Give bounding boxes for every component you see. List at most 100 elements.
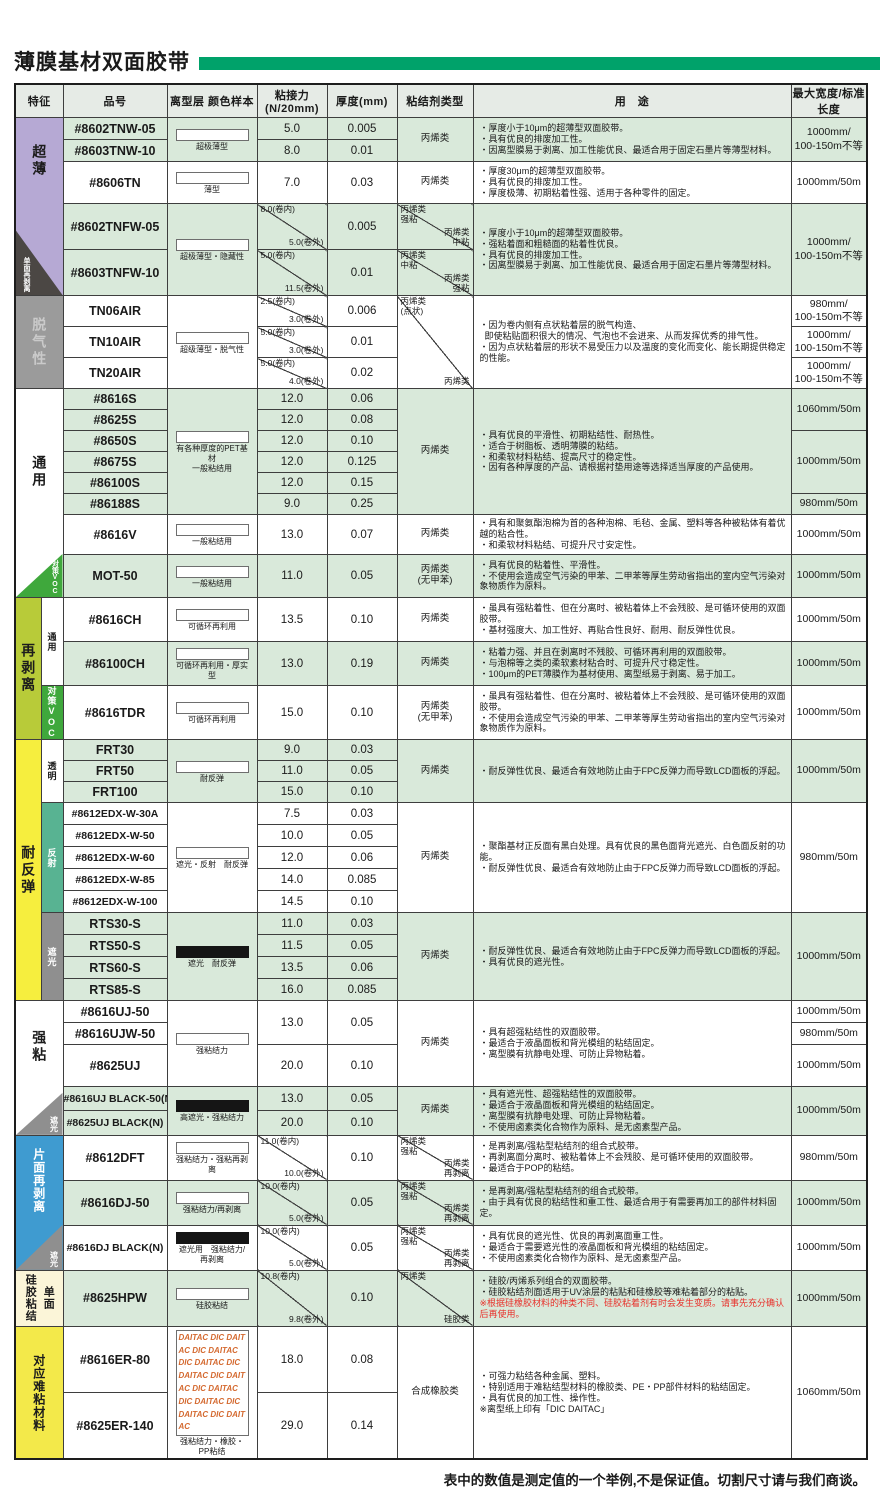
cell-adhesive-type: 丙烯类 中粘 丙烯类 强粘 xyxy=(396,249,474,296)
row-8602TNFW-05: #8602TNFW-05 超极薄型・隐藏性 8.0(卷内) 5.0(卷外) 0.005 丙… xyxy=(15,203,868,296)
diagonal-value-outer: 丙烯类 再剥离 xyxy=(443,1203,470,1224)
usage-line: ・粘着力强、并且在剥离时不残胶、可循环再利用的双面胶带。 xyxy=(479,647,732,658)
cell-max-width: 1000mm/ 100-150m不等 xyxy=(790,357,868,389)
cell-max-width: 980mm/ 100-150m不等 xyxy=(790,295,868,327)
cell-product-code: #8625ER-140 xyxy=(62,1392,168,1460)
cell-value: 13.0 xyxy=(256,514,328,555)
cell-value: 12.0 xyxy=(256,409,328,431)
usage-line: ・适合于树脂板、透明薄膜的粘结。 xyxy=(479,440,624,451)
swatch-caption: 超级薄型・脱气性 xyxy=(180,344,244,354)
feature-label: 硅胶粘结 xyxy=(24,1274,37,1323)
cell-product-code: TN06AIR xyxy=(62,295,168,327)
cell-release-layer-sample: 超极薄型 xyxy=(166,117,258,162)
cell-value: 0.05 xyxy=(326,1085,398,1112)
cell-release-layer-sample: 强粘结力 xyxy=(166,1000,258,1087)
swatch-wrap: DAITAC DIC DAITAC DIC DAITAC DIC DAITAC … xyxy=(168,1327,256,1458)
diagonal-value-inner: 10.8(卷内) xyxy=(260,1270,300,1281)
usage-line: ・具有优良的排废加工性。 xyxy=(479,134,588,145)
swatch-wrap: 可循环再利用・厚实型 xyxy=(168,645,256,682)
swatch-caption: 遮光 耐反弹 xyxy=(188,959,236,968)
cell-max-width: 1000mm/50m xyxy=(790,739,868,803)
cell-usage: ・虽具有强粘着性、但在分离时、被粘着体上不会残胶、是可循环使用的双面胶带。 ・不使… xyxy=(472,685,792,740)
usage-line: ・厚度30μm的超薄型双面胶带。 xyxy=(479,166,611,177)
cell-product-code: #8675S xyxy=(62,451,168,473)
cell-value: 0.10 xyxy=(326,781,398,803)
diagonal-value-outer: 丙烯类 xyxy=(443,376,470,387)
feature-sub-text: 对策VOC xyxy=(46,686,57,739)
cell-usage: ・硅胶/丙烯系列组合的双面胶带。 ・硅胶粘结剂面适用于UV涂层的粘贴和硅橡胶等难粘… xyxy=(472,1269,792,1327)
cell-value: 10.8(卷内) 9.8(卷外) xyxy=(256,1269,328,1327)
diagonal-value-outer: 丙烯类 再剥离 xyxy=(443,1248,470,1269)
swatch-caption: 超极薄型 xyxy=(196,142,228,151)
cell-usage: ・具有优良的平滑性、初期粘结性、耐热性。 ・适合于树脂板、透明薄膜的粘结。 ・和柔软… xyxy=(472,388,792,515)
cell-value: 0.05 xyxy=(326,760,398,782)
cell-value: 0.01 xyxy=(326,139,398,162)
color-swatch xyxy=(175,239,249,251)
row-86188S: #86188S 9.0 0.25 980mm/50m xyxy=(15,493,868,515)
usage-line: ・厚度极薄、初期粘着性强、适用于各种零件的固定。 xyxy=(479,187,696,198)
diagonal-value-outer: 丙烯类 强粘 xyxy=(443,273,470,294)
feature-overlay-label: 单面再剥离 xyxy=(23,257,30,292)
feature-sidebar: 超薄 单面再剥离 xyxy=(14,117,64,296)
cell-value: 0.10 xyxy=(326,430,398,452)
feature-sub-label: 通用 xyxy=(40,597,64,686)
row-8616DJBLACKN: #8616DJ BLACK(N) 遮光用 强粘结力/再剥离 10.0(卷内) 5.0(… xyxy=(15,1224,868,1271)
row-8616UJBLACK-50N: #8616UJ BLACK-50(N) 高遮光・强粘结力 13.0 0.05 丙烯类 ・具… xyxy=(15,1085,868,1136)
usage-line: ・耐反弹性优良、最适合有效地防止由于FPC反弹力而导致LCD面板的浮起。 xyxy=(479,765,786,776)
cell-value: 11.0 xyxy=(256,912,328,935)
cell-release-layer-sample: 强粘结力・强粘再剥离 xyxy=(166,1134,258,1181)
cell-value: 13.0 xyxy=(256,641,328,686)
cell-max-width: 1000mm/50m xyxy=(790,641,868,686)
cell-product-code: #8616TDR xyxy=(62,685,168,740)
row-RTS30-S: 遮光 RTS30-S 遮光 耐反弹 11.0 0.03 丙烯类 ・耐反弹性优良、最适合有效地… xyxy=(15,912,868,1001)
feature-label: 脱气性 xyxy=(31,316,48,368)
swatch-caption: 一般粘结用 xyxy=(192,537,232,546)
swatch-wrap: 强粘结力・强粘再剥离 xyxy=(168,1139,256,1176)
cell-value: 14.5 xyxy=(256,890,328,913)
feature-label-area: 对应难粘材料 xyxy=(16,1327,62,1458)
usage-line: ・具有超强粘结性的双面胶带。 xyxy=(479,1027,606,1038)
feature-label: 通用 xyxy=(31,454,48,489)
color-swatch xyxy=(175,431,249,443)
usage-line: ・基材强度大、加工性好、再贴合性良好、耐用、耐反弹性优良。 xyxy=(479,624,741,635)
cell-product-code: #8612EDX-W-60 xyxy=(62,846,168,869)
cell-product-code: #8616UJ BLACK-50(N) xyxy=(62,1085,168,1112)
cell-adhesive-type: 丙烯类 xyxy=(396,641,474,686)
cell-adhesive-type: 丙烯类硅胶类 xyxy=(396,1269,474,1327)
color-swatch xyxy=(175,1232,249,1245)
cell-max-width: 1000mm/ 100-150m不等 xyxy=(790,117,868,162)
cell-value: 0.06 xyxy=(326,388,398,410)
row-8612EDX-W-100: #8612EDX-W-100 14.5 0.10 xyxy=(15,890,867,913)
row-8616DJ-50: #8616DJ-50 强粘结力/再剥离 10.0(卷内) 5.0(卷外) 0.05 丙烯类… xyxy=(15,1179,868,1226)
diagonal-value-inner: 10.0(卷内) xyxy=(260,1180,300,1191)
cell-product-code: FRT100 xyxy=(62,781,168,803)
cell-max-width: 1000mm/50m xyxy=(790,1044,868,1087)
cell-adhesive-type: 丙烯类 (无甲苯) xyxy=(396,685,474,740)
cell-max-width: 1000mm/50m xyxy=(790,514,868,555)
cell-max-width: 1000mm/ 100-150m不等 xyxy=(790,326,868,358)
cell-product-code: #8650S xyxy=(62,430,168,452)
cell-product-code: #8625HPW xyxy=(62,1269,168,1327)
diagonal-value-outer: 硅胶类 xyxy=(443,1314,470,1325)
cell-product-code: #8603TNW-10 xyxy=(62,139,168,162)
cell-usage: ・具有优良的粘着性、平滑性。 ・不使用会造成空气污染的甲苯、二甲苯等厚生劳动省指出… xyxy=(472,554,792,598)
cell-usage: ・厚度30μm的超薄型双面胶带。 ・具有优良的排废加工性。 ・厚度极薄、初期粘着性强… xyxy=(472,161,792,204)
cell-product-code: #8616DJ-50 xyxy=(62,1179,168,1226)
cell-product-code: #8616CH xyxy=(62,597,168,642)
cell-value: 10.0(卷内) 5.0(卷外) xyxy=(256,1224,328,1271)
diagonal-value-inner: 丙烯类 xyxy=(400,1270,427,1281)
swatch-wrap: 强粘结力 xyxy=(168,1030,256,1057)
cell-product-code: #86100CH xyxy=(62,641,168,686)
usage-line: ・因为卷内侧有点状粘着层的脱气构造、 xyxy=(479,320,642,331)
row-TN06AIR: 脱气性 TN06AIR 超级薄型・脱气性 2.5(卷内) 3.0(卷外) 0.006 丙烯类… xyxy=(14,295,868,389)
cell-value: 0.02 xyxy=(326,357,398,389)
cell-product-code: #8612EDX-W-50 xyxy=(62,824,168,847)
cell-release-layer-sample: 耐反弹 xyxy=(166,739,258,803)
feature-label: 再剥离 xyxy=(20,643,37,694)
usage-line: ・硅胶/丙烯系列组合的双面胶带。 xyxy=(479,1276,618,1287)
swatch-wrap: 高遮光・强粘结力 xyxy=(168,1097,256,1124)
color-swatch xyxy=(175,702,249,714)
row-8606TN: #8606TN 薄型 7.0 0.03 丙烯类 ・厚度30μm的超薄型双面胶带。 ・具有优良… xyxy=(15,161,868,204)
cell-value: 13.0 xyxy=(256,1000,328,1045)
cell-value: 0.05 xyxy=(326,1000,398,1045)
